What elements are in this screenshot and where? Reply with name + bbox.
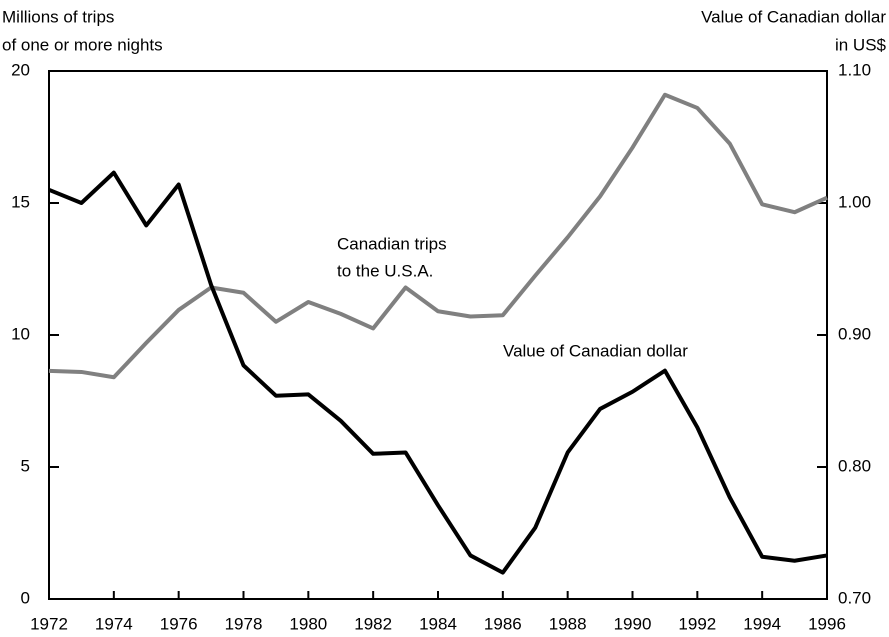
x-tick-label: 1996 bbox=[808, 614, 846, 633]
annotation: to the U.S.A. bbox=[337, 261, 433, 280]
x-tick-label: 1986 bbox=[484, 614, 522, 633]
x-tick-label: 1984 bbox=[419, 614, 457, 633]
series-line bbox=[48, 170, 828, 575]
y-tick-label: 0 bbox=[21, 588, 30, 607]
x-tick-label: 1978 bbox=[225, 614, 263, 633]
plot-frame bbox=[48, 70, 828, 600]
y-tick-label: 20 bbox=[11, 60, 30, 79]
x-tick-label: 1974 bbox=[95, 614, 133, 633]
y2-tick-label: 0.70 bbox=[838, 588, 871, 607]
x-tick-label: 1994 bbox=[743, 614, 781, 633]
y-tick-label: 10 bbox=[11, 324, 30, 343]
x-tick-label: 1980 bbox=[289, 614, 327, 633]
annotation: Value of Canadian dollar bbox=[503, 341, 688, 360]
x-tick-label: 1972 bbox=[30, 614, 68, 633]
y2-tick-label: 1.10 bbox=[838, 60, 871, 79]
x-tick-label: 1990 bbox=[614, 614, 652, 633]
annotation: Canadian trips bbox=[337, 234, 447, 253]
y2-tick-label: 0.80 bbox=[838, 456, 871, 475]
y2-tick-label: 0.90 bbox=[838, 324, 871, 343]
y-tick-label: 15 bbox=[11, 192, 30, 211]
y-tick-label: 5 bbox=[21, 456, 30, 475]
y2-tick-label: 1.00 bbox=[838, 192, 871, 211]
x-tick-label: 1992 bbox=[678, 614, 716, 633]
y-axis-label: of one or more nights bbox=[2, 35, 163, 54]
y-axis-label: Millions of trips bbox=[2, 7, 114, 26]
series-line bbox=[48, 92, 828, 380]
x-tick-label: 1988 bbox=[549, 614, 587, 633]
x-tick-label: 1982 bbox=[354, 614, 392, 633]
x-tick-label: 1976 bbox=[160, 614, 198, 633]
y2-axis-label: in US$ bbox=[835, 35, 887, 54]
y2-axis-label: Value of Canadian dollar bbox=[701, 7, 886, 26]
